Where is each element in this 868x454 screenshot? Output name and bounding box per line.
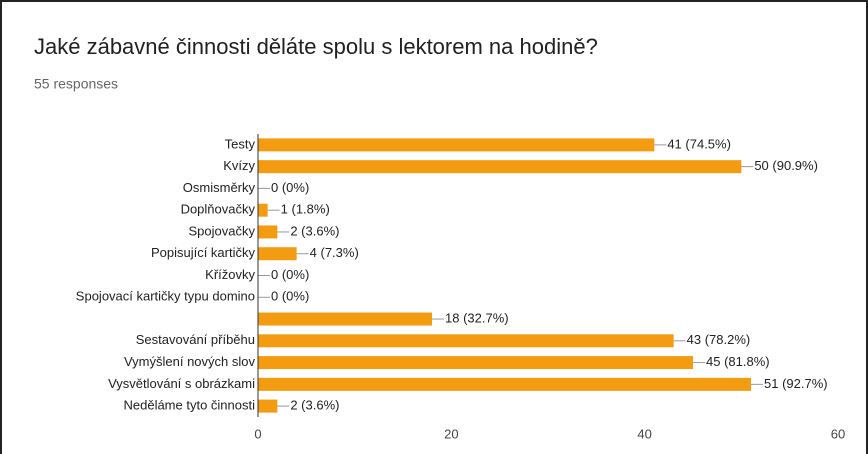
bar	[258, 138, 655, 152]
chart-title: Jaké zábavné činnosti děláte spolu s lek…	[34, 34, 598, 59]
y-tick-label: Neděláme tyto činnosti	[123, 398, 255, 413]
x-tick-label: 0	[254, 426, 261, 441]
bar	[258, 399, 278, 413]
bar	[258, 247, 297, 261]
bar	[258, 377, 751, 391]
y-tick-label: Osmisměrky	[183, 180, 256, 195]
x-tick-label: 40	[637, 426, 651, 441]
value-label: 18 (32.7%)	[445, 310, 509, 325]
bar	[258, 160, 742, 174]
y-tick-label: Vysvětlování s obrázkami	[108, 376, 255, 391]
y-tick-label: Popisující kartičky	[151, 245, 256, 260]
y-tick-label: Kvízy	[223, 158, 255, 173]
value-label: 43 (78.2%)	[687, 332, 751, 347]
bar	[258, 334, 674, 348]
value-label: 4 (7.3%)	[310, 245, 359, 260]
x-tick-label: 60	[831, 426, 845, 441]
bar	[258, 203, 268, 217]
y-tick-label: Doplňovačky	[181, 202, 256, 217]
value-label: 0 (0%)	[271, 267, 309, 282]
bar	[258, 312, 432, 326]
y-tick-label: Křížovky	[205, 267, 255, 282]
value-label: 2 (3.6%)	[290, 223, 339, 238]
chart-subtitle: 55 responses	[34, 76, 118, 92]
value-label: 0 (0%)	[271, 180, 309, 195]
y-tick-label: Sestavování příběhu	[136, 332, 255, 347]
y-tick-label: Spojovačky	[189, 223, 256, 238]
value-label: 2 (3.6%)	[290, 398, 339, 413]
value-label: 1 (1.8%)	[281, 202, 330, 217]
bar	[258, 356, 693, 370]
y-tick-label: Vymýšlení nových slov	[124, 354, 256, 369]
value-label: 0 (0%)	[271, 289, 309, 304]
value-label: 41 (74.5%)	[667, 136, 731, 151]
value-label: 45 (81.8%)	[706, 354, 770, 369]
value-label: 51 (92.7%)	[764, 376, 828, 391]
y-tick-label: Spojovací kartičky typu domino	[76, 289, 255, 304]
value-label: 50 (90.9%)	[754, 158, 818, 173]
x-tick-label: 20	[444, 426, 458, 441]
y-tick-label: Testy	[225, 136, 256, 151]
bar	[258, 225, 278, 239]
